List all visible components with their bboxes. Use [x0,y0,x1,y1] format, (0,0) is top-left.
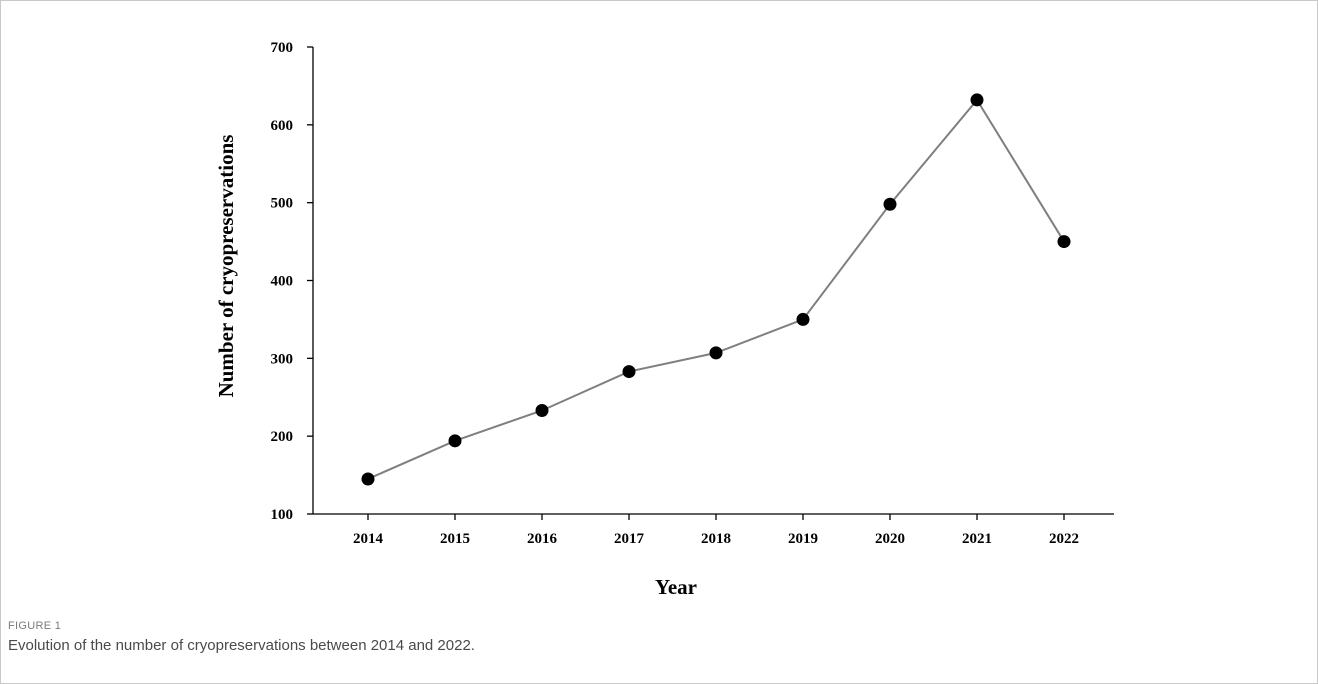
y-tick-label: 200 [271,429,294,445]
x-tick-label: 2022 [1049,531,1079,547]
y-tick-label: 400 [271,274,294,290]
data-point-2016 [535,403,549,417]
y-axis-title: Number of cryopreservations [214,135,238,398]
figure-label: FIGURE 1 [8,620,62,632]
data-point-2015 [448,434,462,448]
x-tick-label: 2016 [527,531,558,547]
data-point-2018 [709,346,723,360]
data-points [361,93,1071,486]
x-tick-label: 2015 [440,531,470,547]
data-point-2020 [883,197,897,211]
data-point-2017 [622,365,636,379]
y-tick-label: 100 [271,507,294,523]
y-tick-label: 500 [271,196,294,212]
y-tick-label: 600 [271,118,294,134]
x-tick-label: 2019 [788,531,818,547]
series-line [367,98,1065,480]
x-tick-label: 2014 [353,531,384,547]
x-tick-label: 2017 [614,531,645,547]
x-tick-label: 2020 [875,531,905,547]
x-tick-label: 2018 [701,531,731,547]
data-point-2021 [970,93,984,107]
data-point-2019 [796,312,810,326]
y-tick-label: 700 [271,40,294,56]
x-tick-label: 2021 [962,531,992,547]
data-point-2022 [1057,235,1071,249]
x-ticks: 2014 2015 2016 2017 2018 2019 2020 2021 2022 [353,514,1079,547]
x-axis-title: Year [655,575,697,599]
data-point-2014 [361,472,375,486]
y-tick-label: 300 [271,351,294,367]
figure-caption: Evolution of the number of cryopreservat… [8,637,475,654]
y-ticks: 100 200 300 400 500 600 700 [271,40,313,523]
